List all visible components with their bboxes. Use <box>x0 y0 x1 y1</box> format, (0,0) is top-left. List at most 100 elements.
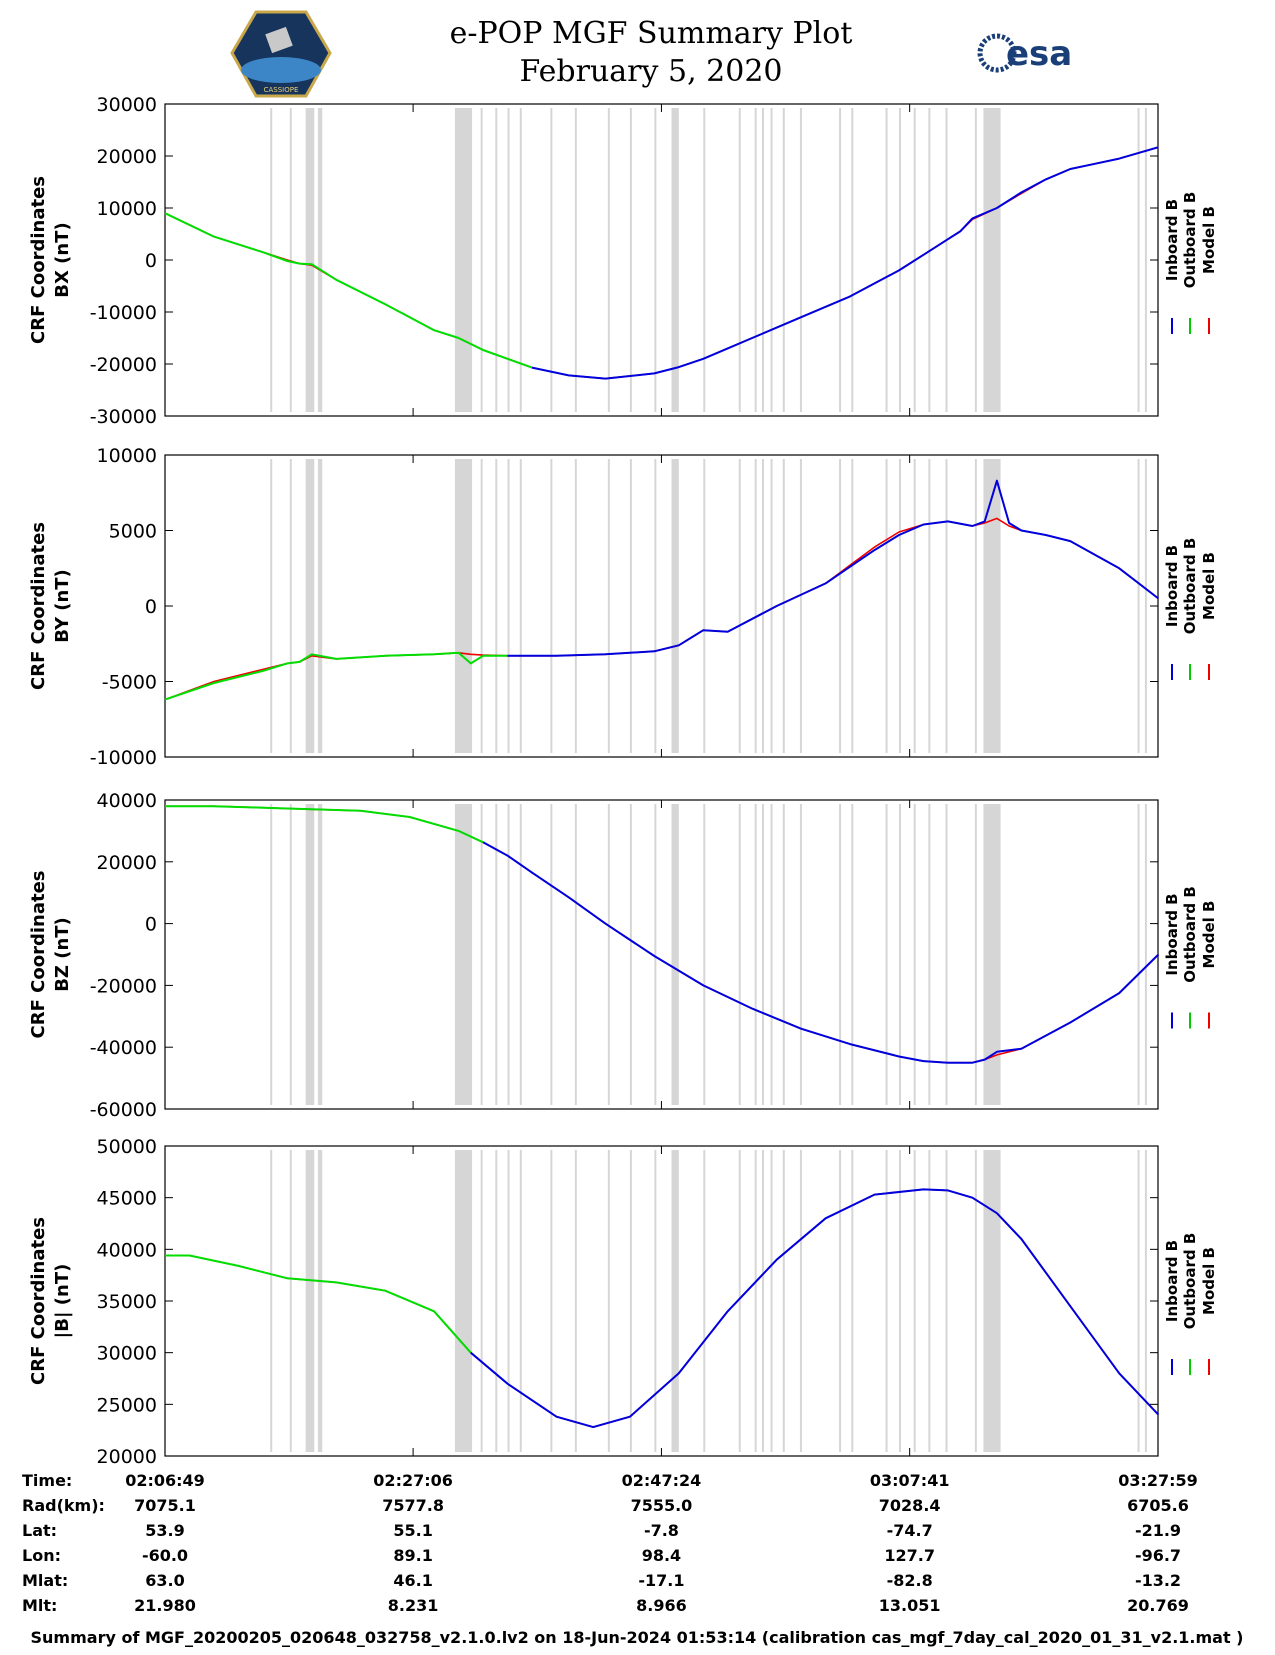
data-gap-band <box>654 459 657 753</box>
data-gap-band <box>1137 1150 1140 1452</box>
legend-label: Inboard B <box>1163 545 1181 627</box>
legend-label: Inboard B <box>1163 1240 1181 1322</box>
data-gap-band <box>754 459 757 753</box>
table-cell: 7028.4 <box>879 1496 941 1515</box>
data-gap-band <box>519 108 522 412</box>
y-tick-label: 25000 <box>97 1394 157 1416</box>
panel-1: -30000 -20000 -10000 0 10000 20000 30000 CRF Co… <box>28 94 1218 428</box>
data-gap-band <box>782 459 785 753</box>
data-gap-band <box>629 1150 632 1452</box>
y-tick-label: -60000 <box>90 1099 157 1121</box>
y-tick-label: -30000 <box>90 406 157 428</box>
data-gap-band <box>480 1150 483 1452</box>
legend-label: Model B <box>1200 206 1218 274</box>
data-gap-band <box>945 1150 948 1452</box>
table-row: Mlat: 63.0 46.1 -17.1 -82.8 -13.2 <box>22 1571 1181 1590</box>
data-gap-band <box>899 804 902 1105</box>
data-gap-band <box>839 108 842 412</box>
left-logo: CASSIOPE <box>230 10 332 98</box>
table-cell: 20.769 <box>1127 1596 1189 1615</box>
data-gap-band <box>754 804 757 1105</box>
y-tick-label: 30000 <box>97 94 157 116</box>
legend-label: Outboard B <box>1181 538 1199 635</box>
data-gap-band <box>851 108 854 412</box>
data-gap-band <box>945 804 948 1105</box>
data-gap-band <box>607 1150 610 1452</box>
data-gap-band <box>1137 459 1140 753</box>
data-gap-band <box>495 108 498 412</box>
legend-label: Outboard B <box>1181 192 1199 289</box>
y-tick-label: 45000 <box>97 1188 157 1210</box>
data-gap-band <box>270 108 273 412</box>
data-gap-band <box>754 108 757 412</box>
table-cell: 89.1 <box>393 1546 432 1565</box>
table-cell: -21.9 <box>1135 1521 1181 1540</box>
data-gap-band <box>454 1150 473 1452</box>
table-row-label: Mlt: <box>22 1596 57 1615</box>
data-gap-band <box>289 108 292 412</box>
data-gap-band <box>270 1150 273 1452</box>
legend-label: Model B <box>1200 901 1218 969</box>
series-line-outboard <box>164 651 508 701</box>
table-cell: 98.4 <box>642 1546 681 1565</box>
data-gap-band <box>654 804 657 1105</box>
page-title: e-POP MGF Summary Plot <box>450 16 853 51</box>
table-cell: 02:06:49 <box>125 1471 205 1490</box>
data-gap-band <box>550 459 553 753</box>
table-cell: 21.980 <box>134 1596 196 1615</box>
data-gap-band <box>913 804 916 1105</box>
data-gap-band <box>550 1150 553 1452</box>
data-gap-band <box>289 1150 292 1452</box>
data-gap-band <box>574 108 577 412</box>
data-gap-band <box>782 1150 785 1452</box>
esa-logo-swirl <box>977 33 1017 73</box>
y-axis-label-line2: |B| (nT) <box>52 1264 73 1339</box>
data-gap-band <box>671 108 679 412</box>
data-gap-band <box>270 804 273 1105</box>
table-cell: 13.051 <box>879 1596 941 1615</box>
footer-summary: Summary of MGF_20200205_020648_032758_v2… <box>31 1628 1244 1647</box>
panel-3: -60000 -40000 -20000 0 20000 40000 CRF Coordin… <box>28 790 1218 1121</box>
data-gap-band <box>629 108 632 412</box>
data-gap-band <box>899 459 902 753</box>
data-gap-band <box>654 1150 657 1452</box>
data-gap-band <box>574 459 577 753</box>
data-gap-band <box>983 459 1001 753</box>
esa-logo-text: esa <box>1006 34 1072 74</box>
panels: -30000 -20000 -10000 0 10000 20000 30000 CRF Co… <box>28 94 1218 1468</box>
data-gap-band <box>761 459 764 753</box>
y-tick-label: 10000 <box>97 198 157 220</box>
data-gap-band <box>495 804 498 1105</box>
data-gap-band <box>1137 804 1140 1105</box>
data-gap-band <box>550 108 553 412</box>
table-row-label: Mlat: <box>22 1571 68 1590</box>
table-cell: 6705.6 <box>1127 1496 1189 1515</box>
esa-logo: esa <box>977 33 1072 74</box>
data-gap-band <box>913 1150 916 1452</box>
data-gap-band <box>480 804 483 1105</box>
legend: Inboard B Outboard B Model B <box>1163 538 1218 680</box>
plot-date: February 5, 2020 <box>519 54 782 89</box>
data-gap-band <box>761 804 764 1105</box>
legend: Inboard B Outboard B Model B <box>1163 192 1218 334</box>
data-gap-band <box>703 1150 706 1452</box>
data-gap-band <box>519 459 522 753</box>
legend: Inboard B Outboard B Model B <box>1163 1233 1218 1375</box>
data-gap-band <box>305 459 315 753</box>
table-row-label: Rad(km): <box>22 1496 105 1515</box>
table-row: Mlt: 21.980 8.231 8.966 13.051 20.769 <box>22 1596 1189 1615</box>
data-gap-band <box>761 1150 764 1452</box>
table-row: Rad(km): 7075.1 7577.8 7555.0 7028.4 6705.6 <box>22 1496 1189 1515</box>
data-gap-band <box>799 108 802 412</box>
data-gap-band <box>1144 459 1147 753</box>
left-logo-caption: CASSIOPE <box>264 86 299 94</box>
data-gap-band <box>550 804 553 1105</box>
data-gap-band <box>317 1150 323 1452</box>
data-gap-band <box>305 804 315 1105</box>
data-gap-band <box>799 804 802 1105</box>
data-gap-band <box>913 459 916 753</box>
data-gap-band <box>507 108 510 412</box>
left-logo-earth <box>241 57 321 83</box>
